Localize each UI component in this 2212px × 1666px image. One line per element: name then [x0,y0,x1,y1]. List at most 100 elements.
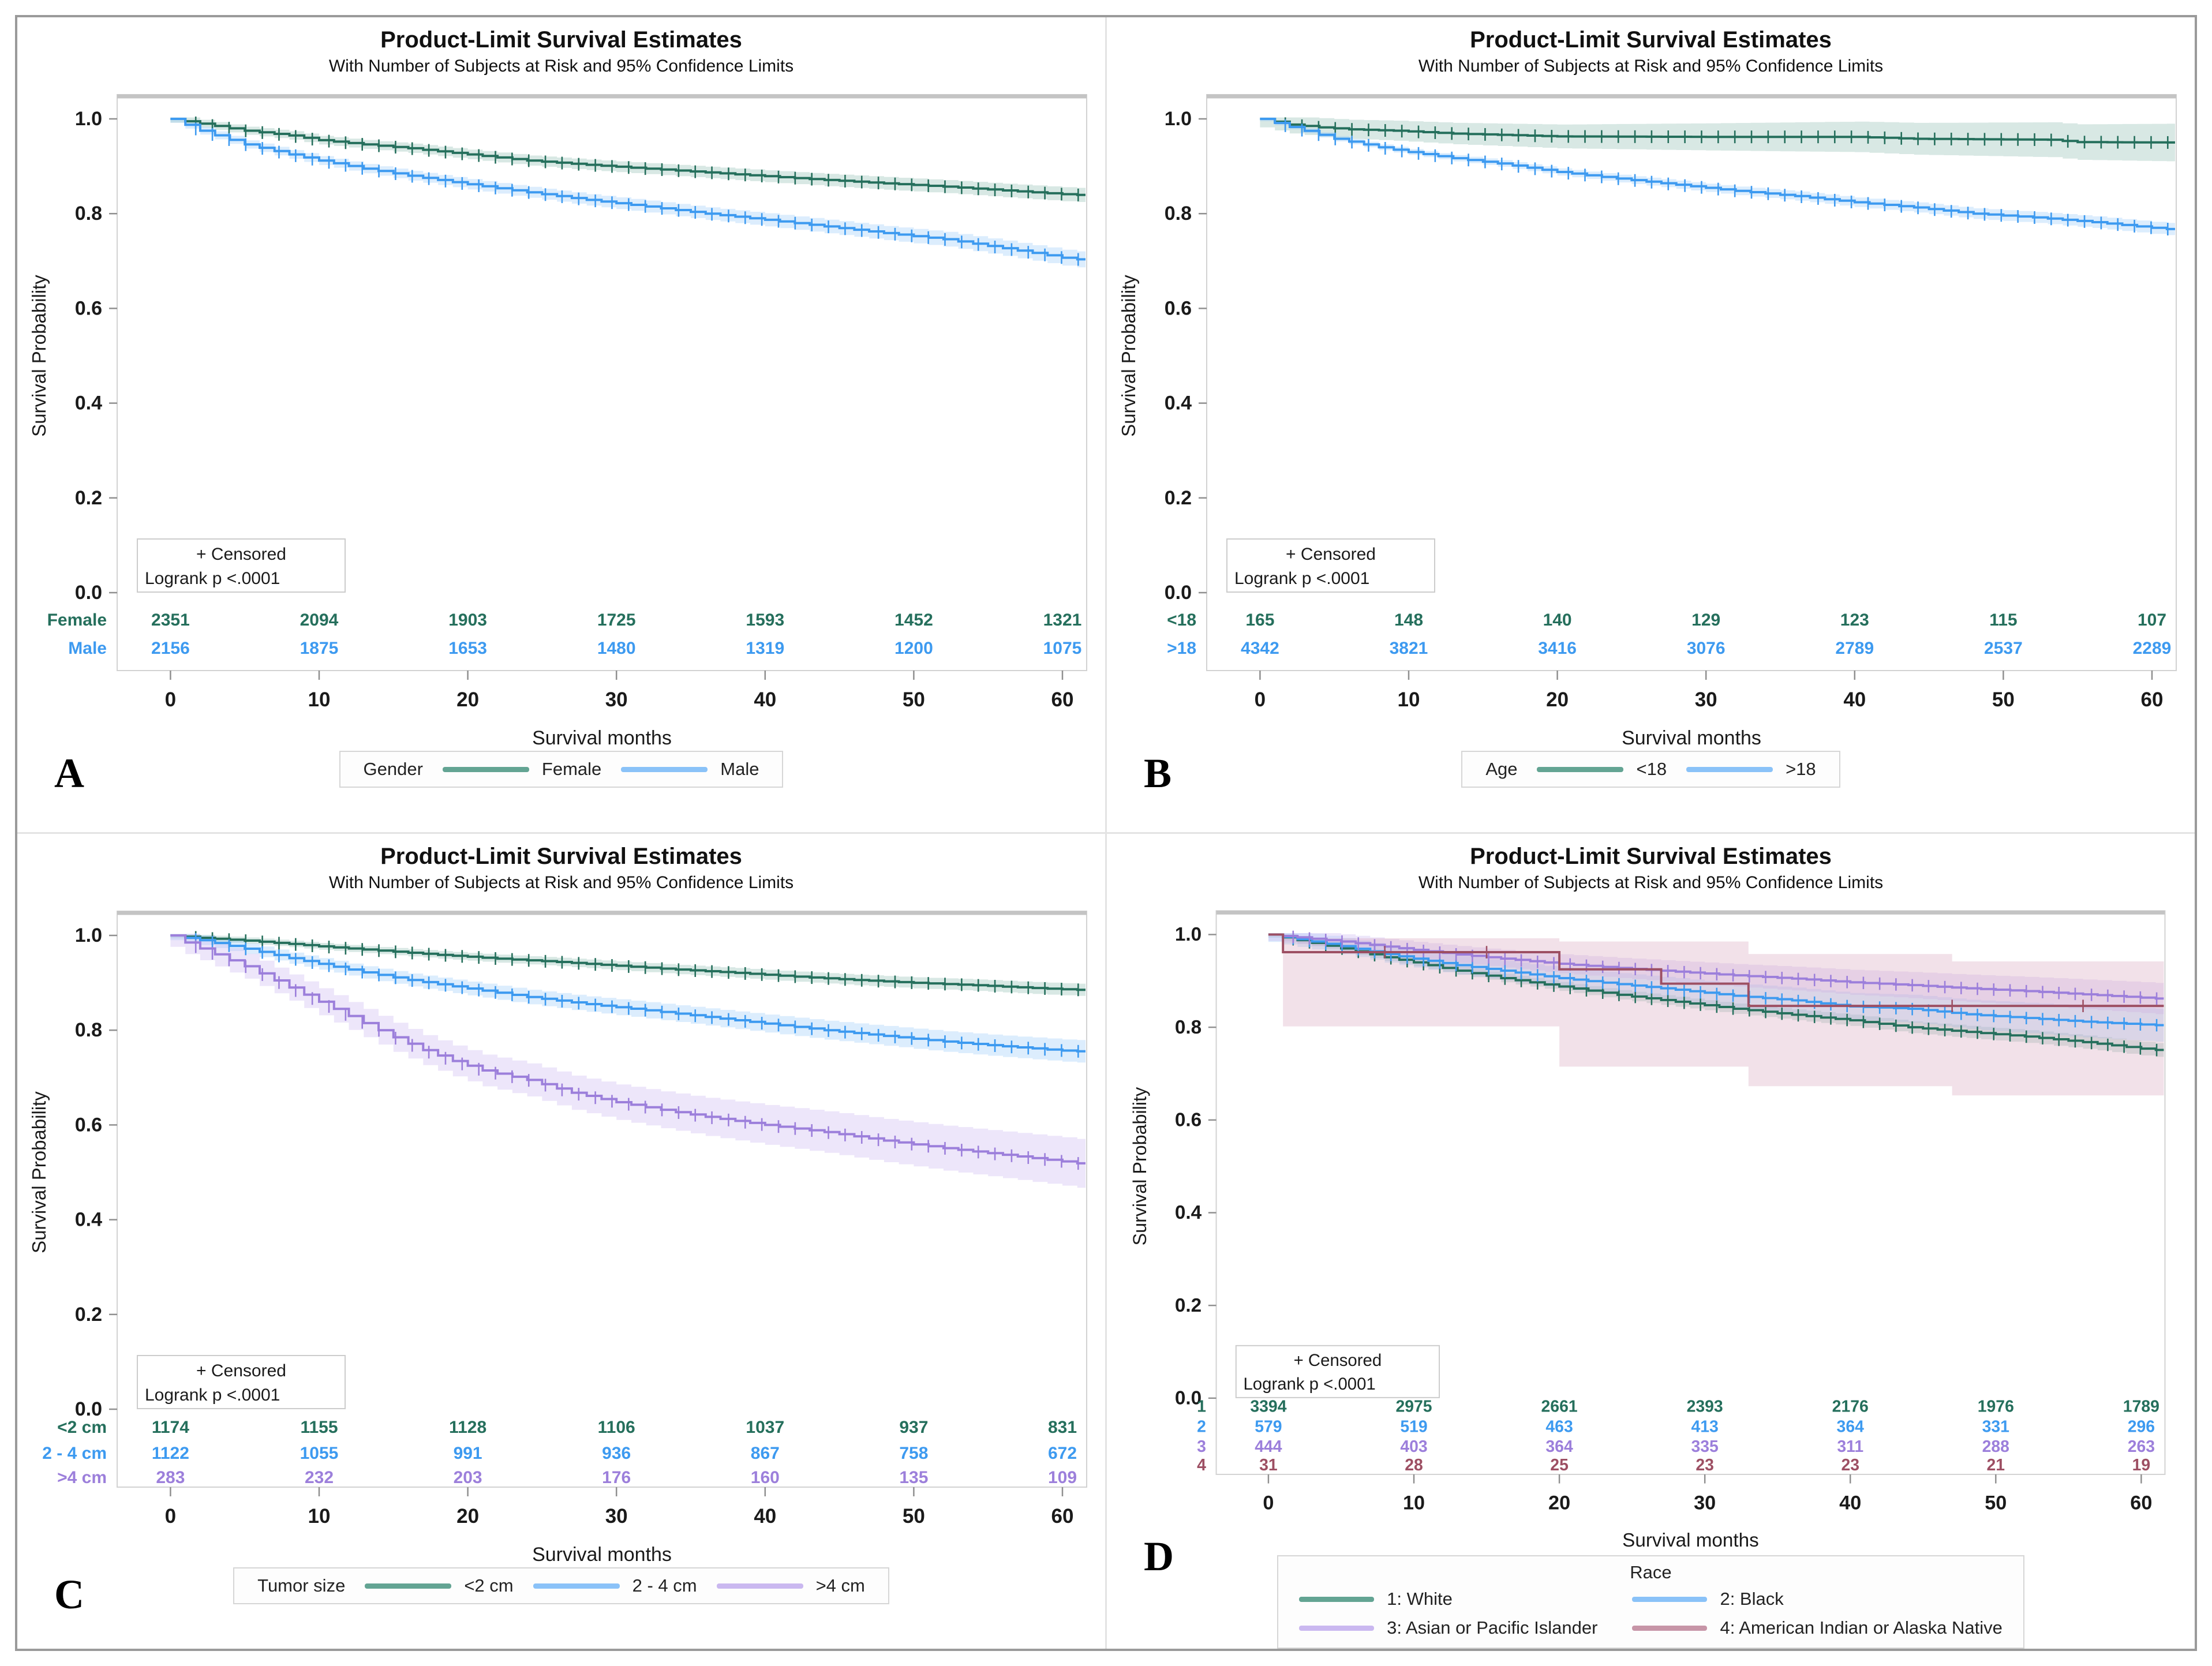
panel-b-age: Product-Limit Survival Estimates With Num… [1107,17,2195,832]
risk-count: 2156 [151,639,190,658]
risk-count: 288 [1982,1437,2009,1456]
curves-layer [170,931,1086,1188]
x-tick-label: 30 [605,688,627,711]
risk-count: 403 [1400,1437,1427,1456]
x-tick-label: 60 [1051,1505,1073,1528]
risk-count: 2661 [1541,1397,1577,1416]
x-tick-label: 20 [1548,1492,1570,1514]
x-tick-label: 10 [1402,1492,1424,1514]
risk-row-label: 3 [1197,1437,1206,1456]
risk-count: 1480 [597,639,635,658]
ci-band [170,934,1086,1188]
risk-count: 129 [1691,611,1720,630]
legend-entry: 3: Asian or Pacific Islander [1299,1618,1597,1638]
logrank-note: Logrank p <.0001 [1243,1375,1375,1394]
legend-group-label: Age [1485,759,1518,779]
risk-count: 263 [2127,1437,2154,1456]
y-tick-label: 0.6 [74,297,102,319]
y-tick-label: 0.4 [1174,1202,1202,1223]
y-tick-label: 0.8 [74,1019,102,1041]
y-tick-label: 0.4 [74,1209,102,1231]
risk-count: 23 [1696,1456,1714,1474]
legend-swatch [1537,766,1624,772]
x-axis-title: Survival months [532,1544,672,1566]
risk-count: 311 [1837,1437,1863,1456]
risk-row-label: 4 [1197,1456,1206,1474]
legend: Tumor size <2 cm 2 - 4 cm >4 cm [233,1567,889,1604]
legend-entry-label: >4 cm [815,1575,865,1596]
risk-row-label: <18 [1167,611,1196,630]
risk-count: 1452 [894,611,933,630]
risk-count: 1075 [1043,639,1081,658]
x-tick-label: 50 [902,1505,925,1528]
risk-row-label: 2 [1197,1418,1206,1436]
survival-plot: 1.0 0.8 0.6 0.4 0.2 0.0 Survival Probability 0 1… [1118,94,2177,749]
y-tick-label: 0.8 [74,203,102,224]
x-tick-label: 10 [1397,688,1420,711]
chart-subtitle: With Number of Subjects at Risk and 95% … [328,57,794,76]
risk-count: 135 [899,1468,928,1487]
risk-count: 1055 [300,1444,338,1463]
panel-d-race: Product-Limit Survival Estimates With Num… [1107,834,2195,1649]
legend-entry: 2 - 4 cm [533,1575,697,1596]
risk-count: 991 [453,1444,482,1463]
x-tick-label: 0 [164,688,175,711]
risk-count: 1789 [2123,1397,2159,1416]
panel-c-tumor-size: Product-Limit Survival Estimates With Num… [17,834,1105,1649]
risk-count: 165 [1245,611,1274,630]
risk-count: 413 [1691,1418,1718,1436]
survival-curve [1268,933,2164,1008]
y-tick-label: 0.6 [1174,1110,1201,1131]
censored-note: + Censored [196,545,286,564]
risk-count: 1319 [746,639,784,658]
risk-count: 107 [2137,611,2166,630]
legend-entry: <2 cm [365,1575,514,1596]
y-tick-label: 0.6 [74,1114,102,1136]
chart-subtitle: With Number of Subjects at Risk and 95% … [1418,873,1884,892]
legend-entry-label: 3: Asian or Pacific Islander [1387,1618,1598,1638]
y-tick-label: 1.0 [1164,108,1191,130]
y-tick-label: 0.6 [1164,297,1191,319]
ci-band [1268,933,2164,1057]
legend-entry: Female [442,759,601,780]
risk-count: 2789 [1835,639,1874,658]
chart-subtitle: With Number of Subjects at Risk and 95% … [328,873,794,892]
legend-swatch [716,1583,803,1589]
risk-count: 936 [602,1444,631,1463]
risk-count: 2351 [151,611,190,630]
risk-count: 123 [1840,611,1869,630]
risk-count: 867 [750,1444,779,1463]
risk-count: 23 [1841,1456,1859,1474]
risk-count: 1122 [151,1444,189,1463]
risk-count: 463 [1545,1418,1573,1436]
x-tick-label: 40 [754,688,776,711]
logrank-note: Logrank p <.0001 [1234,569,1369,588]
x-tick-label: 60 [2130,1492,2152,1514]
legend-entry: >4 cm [716,1575,865,1596]
risk-count: 1653 [448,639,487,658]
risk-count: 2289 [2132,639,2171,658]
y-tick-label: 0.8 [1174,1017,1201,1038]
panel-letter-b: B [1144,750,1172,796]
risk-count: 4342 [1241,639,1279,658]
chart-title: Product-Limit Survival Estimates [380,844,742,869]
y-tick-label: 1.0 [1174,924,1201,945]
y-tick-label: 0.4 [1164,392,1191,414]
legend-entry: 2: Black [1632,1589,2002,1609]
risk-count: 160 [750,1468,779,1487]
legend-race: Race 1: White 2: Black 3: Asian or Pacific … [1277,1555,2024,1649]
legend-group-label: Gender [363,759,423,779]
risk-count: 335 [1691,1437,1718,1456]
legend-group-label: Tumor size [257,1575,346,1596]
risk-count: 758 [899,1444,928,1463]
legend: Gender Female Male [339,751,784,788]
legend-entry-label: 1: White [1387,1589,1453,1609]
annotation-box [136,1355,346,1409]
chart-title: Product-Limit Survival Estimates [1470,844,1832,869]
y-axis-title: Survival Probability [28,1091,50,1253]
y-tick-label: 0.8 [1164,203,1191,224]
x-tick-label: 20 [456,688,479,711]
legend-entries: 1: White 2: Black 3: Asian or Pacific Isla… [1299,1589,2003,1638]
chart-title: Product-Limit Survival Estimates [1470,27,1832,53]
survival-plot: 1.0 0.8 0.6 0.4 0.2 0.0 Survival Probability 0 1… [1129,910,2165,1551]
